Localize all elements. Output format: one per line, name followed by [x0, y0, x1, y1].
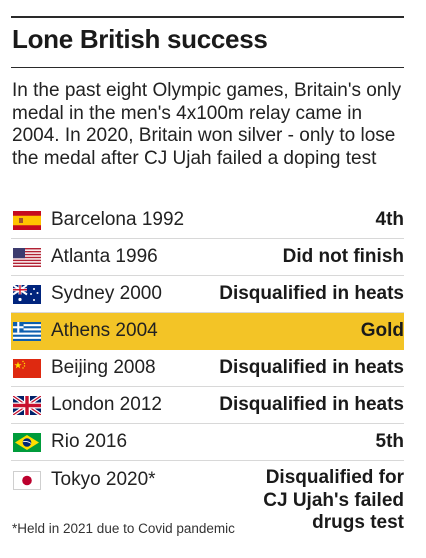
event-name: Rio 2016 [51, 431, 128, 452]
event-result: Gold [360, 319, 404, 341]
event-name: Tokyo 2020* [51, 469, 156, 490]
results-table: Barcelona 1992 4th Atlanta 1996 Did not … [11, 202, 404, 533]
event-result: Disqualified for CJ Ujah's failed drugs … [263, 467, 404, 533]
brazil-flag-icon [13, 432, 41, 452]
greece-flag-icon [13, 321, 41, 341]
uk-flag-icon [13, 395, 41, 415]
china-flag-icon [13, 358, 41, 378]
event-name: London 2012 [51, 394, 162, 415]
event-result: Disqualified in heats [219, 356, 404, 378]
intro-text: In the past eight Olympic games, Britain… [12, 80, 402, 169]
event-name: Beijing 2008 [51, 357, 156, 378]
title-rule [11, 67, 404, 68]
top-rule [11, 16, 404, 18]
event-name: Barcelona 1992 [51, 209, 185, 230]
table-row: Beijing 2008 Disqualified in heats [11, 350, 404, 387]
usa-flag-icon [13, 247, 41, 267]
table-row-highlighted: Athens 2004 Gold [11, 313, 404, 350]
spain-flag-icon [13, 210, 41, 230]
table-row: Barcelona 1992 4th [11, 202, 404, 239]
event-result: Did not finish [282, 245, 404, 267]
event-result: Disqualified in heats [219, 282, 404, 304]
table-row: Rio 2016 5th [11, 424, 404, 461]
australia-flag-icon [13, 284, 41, 304]
event-name: Sydney 2000 [51, 283, 162, 304]
japan-flag-icon [13, 471, 41, 490]
table-row: Tokyo 2020* Disqualified for CJ Ujah's f… [11, 461, 404, 533]
event-result: 4th [375, 208, 405, 230]
table-row: London 2012 Disqualified in heats [11, 387, 404, 424]
table-row: Sydney 2000 Disqualified in heats [11, 276, 404, 313]
event-result: 5th [375, 430, 405, 452]
footnote: *Held in 2021 due to Covid pandemic [12, 521, 235, 536]
page-title: Lone British success [12, 24, 268, 54]
event-name: Athens 2004 [51, 320, 158, 341]
event-name: Atlanta 1996 [51, 246, 158, 267]
table-row: Atlanta 1996 Did not finish [11, 239, 404, 276]
event-result: Disqualified in heats [219, 393, 404, 415]
